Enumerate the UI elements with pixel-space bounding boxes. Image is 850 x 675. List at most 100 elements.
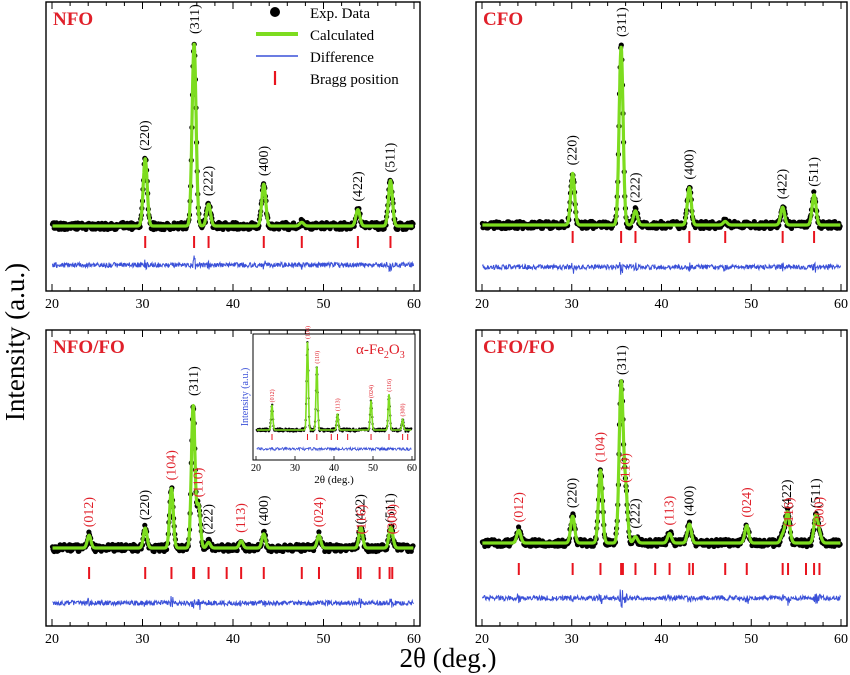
panels: 20 30 40 50 60 (220) (311) (222) (400) (422) (511)… — [45, 1, 848, 647]
x-tick-label: 30 — [565, 297, 579, 312]
inset-x-tick-label: 20 — [251, 463, 261, 474]
panel-title: CFO/FO — [483, 337, 555, 358]
peak-label: (110) — [619, 453, 634, 483]
x-axis-label: 2θ (deg.) — [400, 643, 497, 673]
calculated-line — [51, 42, 415, 228]
x-tick-label: 60 — [834, 632, 848, 647]
peak-labels: (220) (311) (222) (400) (422) (511) — [566, 7, 822, 203]
peak-label: (222) — [202, 504, 217, 535]
peak-label: (110) — [192, 467, 207, 497]
peak-label: (222) — [628, 172, 643, 203]
inset-x-label: 2θ (deg.) — [314, 474, 354, 486]
x-tick-label: 30 — [565, 632, 579, 647]
x-tick-label: 20 — [475, 297, 489, 312]
difference-line — [481, 261, 842, 275]
peak-label: (400) — [257, 145, 272, 176]
bragg-positions — [571, 231, 816, 243]
peak-label: (024) — [312, 497, 327, 528]
panel-title: NFO/FO — [53, 337, 125, 358]
x-tick-label: 60 — [834, 297, 848, 312]
inset-x-tick-label: 50 — [368, 463, 378, 474]
x-tick-label: 40 — [226, 632, 240, 647]
inset-peak-label: (104) — [304, 326, 311, 339]
x-ticks: 20 30 40 50 60 — [45, 330, 421, 647]
x-tick-label: 40 — [226, 297, 240, 312]
exp-data-point — [832, 219, 838, 225]
peak-labels: (220) (311) (222) (400) (422) (511) — [138, 4, 398, 202]
inset-peak-label: (300) — [400, 403, 407, 416]
peak-label: (422) — [351, 171, 366, 202]
peak-label: (104) — [593, 432, 608, 463]
peak-label: (024) — [740, 487, 755, 518]
peak-label: (012) — [512, 492, 527, 523]
peak-label: (400) — [257, 495, 272, 526]
peak-label: (311) — [615, 345, 630, 375]
inset-x-tick-label: 30 — [290, 463, 300, 474]
inset-peak-label: (110) — [314, 351, 321, 364]
x-tick-label: 20 — [45, 632, 59, 647]
peak-label: (113) — [663, 495, 678, 525]
peak-label: (012) — [82, 497, 97, 528]
panel-nfo: 20 30 40 50 60 (220) (311) (222) (400) (422) (511)… — [45, 1, 421, 312]
calculated-line — [481, 45, 842, 227]
legend-label: Bragg position — [310, 72, 399, 88]
x-tick-label: 60 — [407, 297, 421, 312]
x-tick-label: 40 — [655, 632, 669, 647]
peak-label: (511) — [383, 142, 398, 172]
x-tick-label: 20 — [475, 632, 489, 647]
exp-data-point — [811, 189, 817, 195]
x-tick-label: 50 — [317, 297, 331, 312]
peak-label: (116) — [782, 497, 797, 527]
peak-label: (220) — [138, 120, 153, 151]
x-tick-label: 50 — [317, 632, 331, 647]
panel-title: CFO — [483, 9, 523, 30]
peak-label: (104) — [164, 450, 179, 481]
panel-title: NFO — [53, 9, 93, 30]
x-tick-label: 30 — [136, 632, 150, 647]
y-axis-label: Intensity (a.u.) — [0, 263, 30, 421]
legend-label: Exp. Data — [310, 6, 370, 22]
inset-peak-label: (113) — [335, 398, 342, 411]
x-tick-label: 50 — [744, 297, 758, 312]
peak-label: (311) — [187, 366, 202, 396]
exp-data-point — [789, 225, 795, 231]
x-tick-label: 50 — [744, 632, 758, 647]
peak-label: (400) — [682, 149, 697, 180]
peak-label: (220) — [138, 489, 153, 520]
legend-label: Difference — [310, 50, 374, 66]
difference-line — [52, 255, 414, 273]
peak-label: (116) — [355, 504, 370, 534]
peak-label: (311) — [188, 4, 203, 34]
legend-marker-exp — [270, 7, 280, 17]
peak-label: (300) — [385, 504, 400, 535]
x-ticks: 20 30 40 50 60 — [45, 2, 421, 312]
inset-peak-label: (116) — [386, 379, 393, 392]
inset-x-tick-label: 40 — [329, 463, 339, 474]
x-ticks: 20 30 40 50 60 — [475, 2, 848, 312]
bragg-positions — [144, 236, 392, 248]
inset-peak-label: (024) — [368, 385, 375, 398]
exp-data-point — [751, 219, 757, 225]
peak-label: (511) — [807, 157, 822, 187]
exp-data-point — [118, 542, 124, 548]
peak-label: (300) — [812, 496, 827, 527]
peak-label: (113) — [234, 503, 249, 533]
peak-label: (311) — [615, 7, 630, 37]
panel-nfo-fo: 20 30 40 50 60 (012) (220) (104) (311) (110) (222)… — [45, 326, 421, 647]
x-tick-label: 40 — [655, 297, 669, 312]
x-tick-label: 30 — [136, 297, 150, 312]
peak-label: (220) — [566, 135, 581, 166]
inset-x-tick-label: 60 — [407, 463, 417, 474]
legend-label: Calculated — [310, 28, 375, 44]
panel-cfo: 20 30 40 50 60 (220) (311) (222) (400) (422) (511)… — [475, 1, 848, 312]
peak-label: (220) — [566, 477, 581, 508]
inset-y-label: Intensity (a.u.) — [240, 368, 251, 427]
peak-label: (222) — [202, 165, 217, 196]
exp-data-point — [142, 522, 148, 528]
peak-label: (400) — [682, 485, 697, 516]
peak-label: (222) — [628, 498, 643, 529]
inset-peak-label: (012) — [269, 389, 276, 402]
x-tick-label: 20 — [45, 297, 59, 312]
x-tick-label: 60 — [407, 632, 421, 647]
